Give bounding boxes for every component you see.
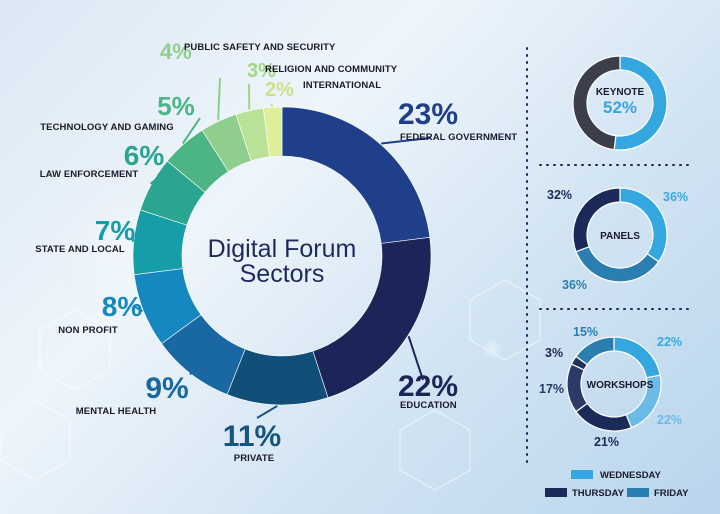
sector-labels: 23%FEDERAL GOVERNMENT 22%EDUCATION 11%PRIV…	[35, 39, 517, 464]
panels-thursday-pct: 32%	[547, 188, 572, 202]
slice-private	[226, 348, 329, 406]
panels-wednesday-pct: 36%	[663, 190, 688, 204]
legend-label-thursday: THURSDAY	[572, 488, 625, 499]
legend-swatch-thursday	[545, 488, 567, 497]
workshops-slice-6	[575, 336, 615, 366]
label-religion-and-community: RELIGION AND COMMUNITY	[265, 64, 398, 75]
pct-state-and-local: 7%	[95, 215, 136, 246]
panels-slice-2	[575, 245, 660, 283]
slice-international	[262, 106, 283, 158]
label-federal-government: FEDERAL GOVERNMENT	[400, 132, 517, 143]
leader-lines	[131, 77, 431, 419]
label-non-profit: NON PROFIT	[58, 325, 118, 336]
label-law-enforcement: LAW ENFORCEMENT	[40, 169, 139, 180]
chart-title-line-2: Sectors	[240, 260, 325, 288]
pct-law-enforcement: 6%	[124, 140, 165, 171]
legend-label-friday: FRIDAY	[654, 488, 689, 499]
legend-swatch-wednesday	[571, 470, 593, 479]
label-mental-health: MENTAL HEALTH	[76, 406, 156, 417]
label-public-safety-and-security: PUBLIC SAFETY AND SECURITY	[184, 42, 336, 53]
workshops-slice-1	[613, 336, 661, 379]
legend: WEDNESDAY THURSDAY FRIDAY	[545, 470, 689, 499]
legend-swatch-friday	[627, 488, 649, 497]
leader-mental-health	[189, 369, 194, 376]
panels-friday-pct: 36%	[562, 278, 587, 292]
workshops-pct-4: 17%	[539, 382, 564, 396]
pct-private: 11%	[223, 420, 281, 453]
workshops-pct-1: 22%	[657, 335, 682, 349]
leader-technology-and-gaming	[181, 117, 201, 145]
keynote-donut-chart	[572, 55, 668, 151]
label-private: PRIVATE	[234, 453, 274, 464]
panels-slice-1	[619, 187, 668, 263]
keynote-title: KEYNOTE	[596, 87, 645, 98]
workshops-donut-chart	[566, 336, 662, 432]
label-state-and-local: STATE AND LOCAL	[35, 244, 125, 255]
pct-religion-and-community: 3%	[247, 60, 276, 82]
leader-non-profit	[134, 306, 144, 313]
leader-law-enforcement	[149, 169, 169, 185]
leader-education	[407, 336, 424, 381]
label-technology-and-gaming: TECHNOLOGY AND GAMING	[40, 122, 174, 133]
leader-private	[256, 405, 278, 419]
workshops-pct-2: 22%	[657, 413, 682, 427]
leader-federal-government	[381, 137, 431, 145]
pct-federal-government: 23%	[398, 98, 458, 131]
keynote-value: 52%	[603, 98, 637, 117]
dotted-separators	[526, 47, 691, 463]
workshops-pct-5: 3%	[545, 346, 563, 360]
keynote-slice-2	[572, 55, 621, 151]
pct-public-safety-and-security: 4%	[160, 39, 192, 64]
label-international: INTERNATIONAL	[303, 80, 381, 91]
sectors-donut-chart	[132, 106, 432, 406]
pct-non-profit: 8%	[102, 291, 143, 322]
workshops-pct-3: 21%	[594, 435, 619, 449]
workshops-title: WORKSHOPS	[587, 380, 654, 391]
pct-technology-and-gaming: 5%	[157, 91, 195, 121]
panels-slice-3	[572, 187, 621, 253]
workshops-slice-3	[575, 402, 633, 432]
pct-international: 2%	[265, 79, 294, 101]
legend-label-wednesday: WEDNESDAY	[600, 470, 662, 481]
workshops-slice-4	[566, 363, 589, 413]
leader-public-safety-and-security	[217, 77, 221, 121]
leader-international	[270, 103, 274, 107]
label-education: EDUCATION	[400, 400, 457, 411]
donut-center-title: Digital Forum Sectors	[208, 235, 357, 288]
panels-title: PANELS	[600, 231, 640, 242]
workshops-pct-6: 15%	[573, 325, 598, 339]
pct-mental-health: 9%	[145, 372, 188, 405]
chart-title-line-1: Digital Forum	[208, 235, 357, 263]
pct-education: 22%	[398, 370, 458, 403]
panels-donut-chart	[572, 187, 668, 283]
